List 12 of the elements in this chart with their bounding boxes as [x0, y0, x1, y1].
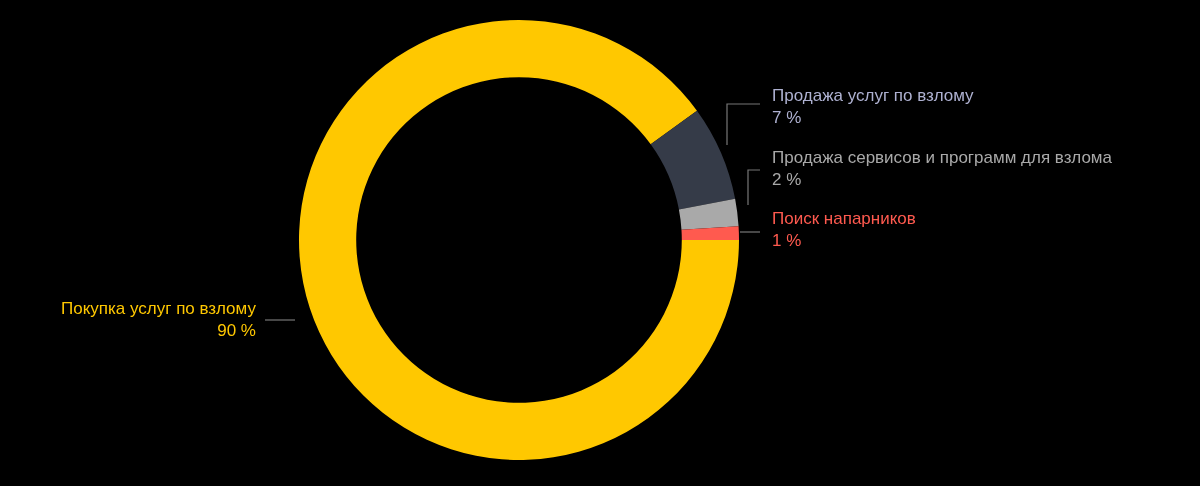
data-label: 1 %	[772, 231, 802, 251]
slice-label: Продажа услуг по взлому	[772, 86, 975, 105]
donut-slice	[678, 198, 739, 230]
data-label: 2 %	[772, 170, 802, 190]
data-label: 90 %	[217, 321, 256, 341]
donut-slice	[681, 226, 739, 240]
slice-label: Покупка услуг по взлому	[61, 299, 257, 318]
donut-slice	[650, 110, 736, 210]
donut-slice	[299, 20, 739, 460]
slice-label: Поиск напарников	[772, 209, 916, 228]
data-label: 7 %	[772, 108, 802, 128]
slice-label: Продажа сервисов и программ для взлома	[772, 148, 1113, 167]
